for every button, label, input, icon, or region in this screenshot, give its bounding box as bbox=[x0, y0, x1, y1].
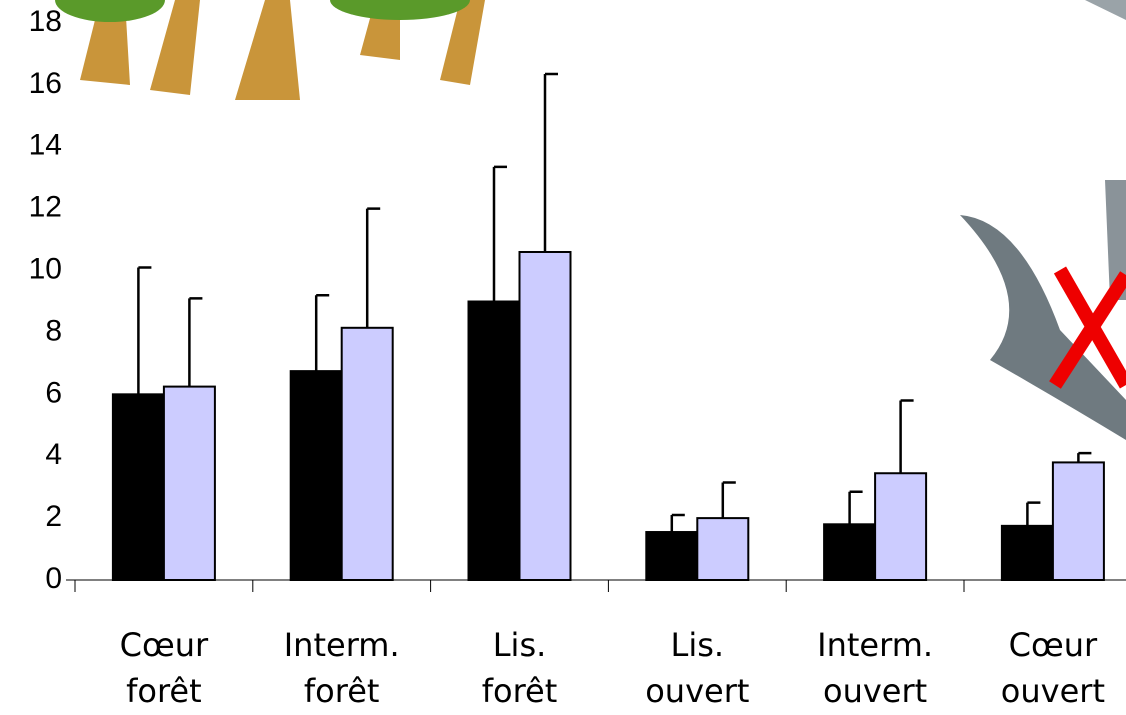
x-tick-label: Cœur ouvert bbox=[1000, 626, 1105, 710]
error-bar bbox=[848, 490, 863, 525]
y-tick-label: 6 bbox=[45, 376, 62, 409]
error-bar bbox=[365, 207, 381, 328]
bar bbox=[518, 250, 572, 581]
bar bbox=[340, 326, 394, 581]
tree-leaves bbox=[55, 0, 165, 22]
tree-leaves bbox=[330, 0, 470, 20]
x-tick-label: Interm. ouvert bbox=[817, 626, 934, 710]
plough-image bbox=[960, 0, 1126, 440]
y-tick-label: 8 bbox=[45, 314, 62, 347]
x-tick-label: Cœur forêt bbox=[119, 626, 209, 710]
bar bbox=[1000, 524, 1054, 582]
y-tick-label: 18 bbox=[29, 5, 62, 38]
error-bar bbox=[314, 294, 330, 372]
x-tick-label: Interm. forêt bbox=[283, 626, 400, 710]
error-bar bbox=[492, 165, 507, 302]
bar bbox=[162, 385, 216, 581]
bar bbox=[1051, 461, 1105, 581]
bar bbox=[823, 523, 877, 581]
x-tick-label: Lis. forêt bbox=[481, 626, 558, 710]
bar bbox=[289, 370, 343, 581]
y-tick-label: 4 bbox=[45, 438, 62, 471]
error-bar bbox=[670, 513, 685, 533]
tree-trunks bbox=[80, 0, 485, 100]
error-bar bbox=[721, 481, 736, 519]
trees-image bbox=[55, 0, 485, 100]
y-tick-label: 16 bbox=[29, 67, 62, 100]
y-tick-label: 0 bbox=[45, 562, 62, 595]
error-bar bbox=[1026, 501, 1041, 526]
y-tick-label: 10 bbox=[29, 252, 62, 285]
bar bbox=[874, 472, 928, 581]
error-bar bbox=[137, 266, 152, 395]
bar bbox=[696, 517, 750, 581]
error-bar bbox=[1077, 451, 1092, 463]
error-bar bbox=[899, 399, 914, 474]
y-tick-label: 2 bbox=[45, 500, 62, 533]
bar bbox=[111, 393, 165, 582]
y-tick-label: 14 bbox=[29, 129, 62, 162]
bar bbox=[645, 531, 699, 582]
y-tick-label: 12 bbox=[29, 191, 62, 224]
x-tick-label: Lis. ouvert bbox=[645, 626, 750, 710]
error-bar bbox=[543, 72, 558, 252]
bar bbox=[467, 300, 521, 581]
error-bar bbox=[188, 297, 203, 387]
